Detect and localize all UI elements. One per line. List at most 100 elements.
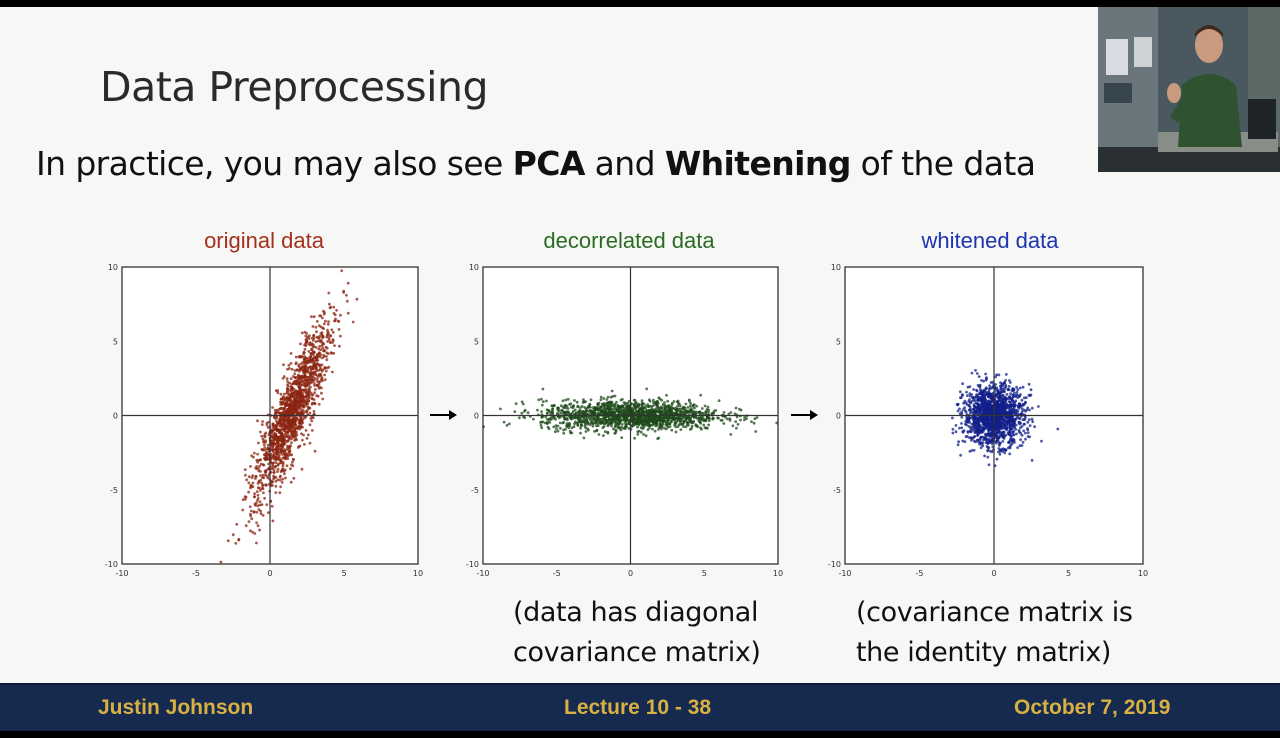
scatter-point [598, 417, 602, 421]
scatter-point [290, 453, 293, 457]
scatter-point [634, 412, 638, 416]
scatter-point [286, 389, 289, 393]
scatter-point [564, 398, 568, 402]
y-tick-label: -5 [833, 486, 841, 495]
scatter-point [620, 419, 623, 423]
scatter-point [245, 478, 249, 482]
scatter-point [972, 388, 975, 391]
y-tick-label: 0 [474, 412, 479, 421]
scatter-point [258, 458, 262, 462]
scatter-point [279, 458, 282, 462]
scatter-point [295, 390, 299, 394]
scatter-point [296, 400, 299, 403]
scatter-point [1004, 448, 1008, 452]
scatter-point [241, 508, 245, 512]
scatter-point [293, 406, 297, 409]
scatter-point [982, 416, 986, 420]
scatter-point [295, 379, 298, 383]
scatter-point [642, 405, 645, 409]
scatter-point [1020, 398, 1024, 402]
scatter-point [969, 430, 973, 434]
scatter-point [273, 408, 277, 412]
scatter-point [345, 299, 349, 303]
scatter-point [566, 397, 570, 401]
scatter-point [974, 395, 978, 399]
y-tick-label: 5 [113, 337, 118, 346]
scatter-point [319, 348, 323, 352]
scatter-point [513, 410, 517, 413]
scatter-point [271, 464, 275, 468]
scatter-point [284, 457, 287, 461]
scatter-point [987, 410, 991, 414]
x-tick-label: 5 [1066, 569, 1071, 578]
x-tick-label: 10 [1138, 569, 1148, 578]
scatter-point [686, 423, 690, 427]
scatter-point [288, 434, 292, 438]
scatter-point [1023, 422, 1026, 426]
scatter-point [320, 339, 323, 342]
scatter-point [289, 408, 293, 412]
scatter-point [295, 382, 299, 386]
scatter-point [644, 422, 647, 426]
scatter-point [1009, 438, 1012, 441]
scatter-point [588, 423, 592, 426]
scatter-point [651, 427, 654, 431]
scatter-point [274, 491, 278, 494]
scatter-point [266, 447, 270, 451]
scatter-point [654, 419, 658, 422]
scatter-point [727, 412, 731, 416]
scatter-point [710, 412, 714, 415]
scatter-point [260, 434, 264, 438]
scatter-point [287, 363, 291, 367]
scatter-point [583, 411, 587, 414]
scatter-point [660, 406, 663, 410]
scatter-point [674, 421, 677, 425]
scatter-point [1030, 406, 1034, 410]
scatter-point [300, 383, 304, 387]
scatter-point [621, 405, 624, 409]
scatter-point [600, 421, 603, 425]
scatter-point [320, 344, 324, 348]
y-tick-label: -5 [471, 486, 479, 495]
scatter-point [568, 423, 571, 427]
scatter-point [976, 434, 979, 437]
scatter-point [999, 384, 1002, 388]
slide-subtitle: In practice, you may also see PCA and Wh… [36, 144, 1036, 183]
scatter-point [667, 408, 671, 412]
scatter-point [613, 417, 617, 420]
scatter-point [257, 508, 261, 511]
scatter-point [689, 420, 693, 423]
scatter-point [298, 421, 302, 424]
scatter-point [983, 388, 987, 392]
scatter-point [731, 424, 735, 428]
scatter-point [964, 435, 968, 439]
scatter-point [289, 377, 293, 381]
decorrelated-caption-line-1: (data has diagonal [513, 597, 759, 628]
scatter-point [590, 420, 593, 424]
scatter-point [312, 367, 315, 371]
scatter-point [287, 392, 291, 396]
scatter-point [271, 433, 275, 437]
scatter-point [648, 423, 652, 427]
scatter-point [1022, 396, 1026, 400]
scatter-point [987, 427, 991, 430]
scatter-point [963, 406, 966, 410]
scatter-point [295, 368, 299, 371]
scatter-point [310, 336, 314, 340]
scatter-point [614, 424, 617, 428]
scatter-point [604, 407, 607, 411]
scatter-point [271, 462, 274, 466]
scatter-point [328, 334, 332, 337]
scatter-point [541, 400, 545, 403]
scatter-point [707, 423, 710, 427]
scatter-point [276, 445, 280, 449]
scatter-point [289, 385, 293, 389]
scatter-point [543, 421, 547, 425]
scatter-point [593, 406, 597, 409]
scatter-point [1005, 393, 1009, 396]
scatter-point [299, 418, 302, 421]
scatter-point [989, 381, 993, 384]
scatter-point [320, 363, 324, 367]
scatter-point [514, 402, 518, 405]
scatter-point [556, 429, 560, 433]
